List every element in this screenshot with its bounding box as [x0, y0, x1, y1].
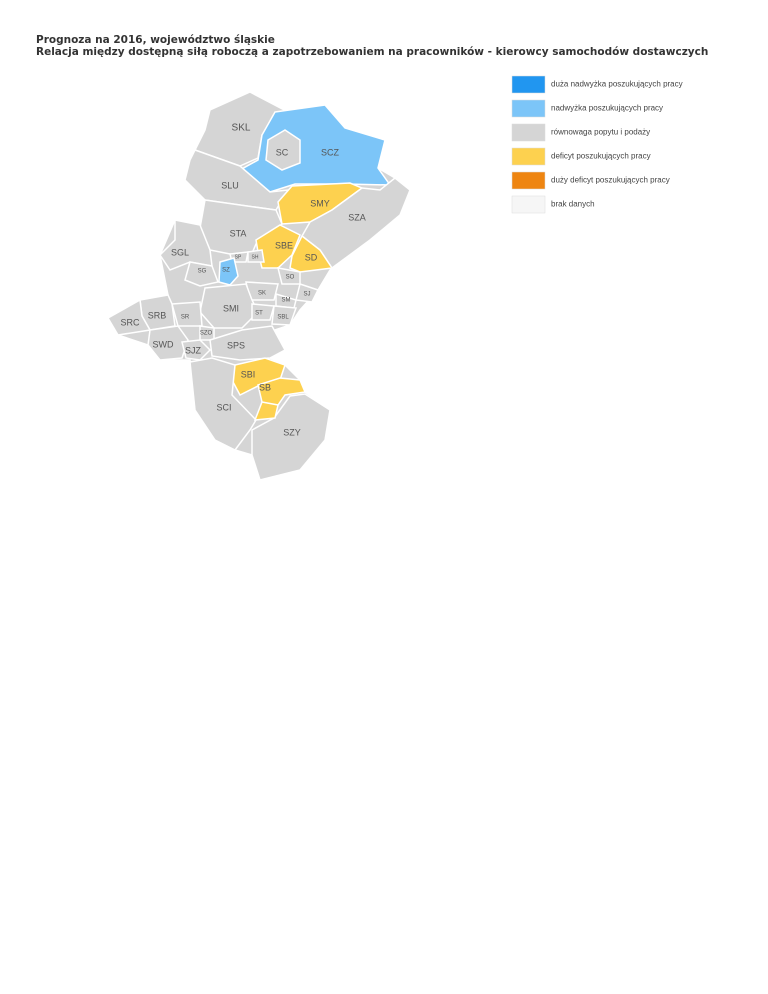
region-label: SO [286, 275, 295, 281]
region-label: SLU [221, 180, 239, 190]
legend-swatch [511, 75, 546, 94]
region [301, 177, 411, 270]
legend-label: brak danych [551, 200, 595, 209]
region-label: SB [259, 382, 271, 392]
region-label: SBL [277, 315, 289, 321]
region [189, 357, 257, 451]
legend-swatch [511, 123, 546, 142]
region [209, 325, 287, 361]
region-label: SZY [283, 427, 301, 437]
region-label: SZO [200, 331, 213, 337]
legend-label: duża nadwyżka poszukujących pracy [551, 80, 683, 89]
region-label: SJZ [185, 345, 202, 355]
region-label: SKL [232, 123, 251, 134]
region-label: SZ [222, 268, 230, 274]
region-label: SRB [148, 310, 167, 320]
region-label: SBE [275, 240, 293, 250]
legend-label: deficyt poszukujących pracy [551, 152, 651, 161]
legend-swatch [511, 171, 546, 190]
region-label: SR [181, 315, 190, 321]
region [247, 249, 265, 263]
region [265, 129, 301, 171]
region [253, 401, 279, 421]
map-title: Prognoza na 2016, województwo śląskie [36, 34, 275, 46]
region [106, 298, 152, 336]
legend-label: równowaga popytu i podaży [551, 128, 650, 137]
region-label: SC [276, 147, 289, 157]
region [218, 257, 239, 286]
region-label: SM [282, 298, 291, 304]
region-label: SZA [348, 212, 366, 222]
region-label: SCI [216, 402, 231, 412]
region [289, 234, 334, 273]
map-subtitle: Relacja między dostępną siłą roboczą a z… [36, 46, 709, 58]
region-label: SBI [241, 369, 256, 379]
region [251, 303, 275, 321]
region [251, 393, 331, 481]
region-label: SG [198, 269, 207, 275]
region-label: SGL [171, 247, 189, 257]
region [184, 261, 220, 287]
region-label: SD [305, 252, 318, 262]
region-label: SMI [223, 303, 239, 313]
region-label: SRC [120, 317, 140, 327]
region-label: SP [235, 254, 242, 260]
region-label: STA [230, 228, 247, 238]
region-label: SPS [227, 340, 245, 350]
legend-swatch [511, 195, 546, 214]
region-label: SCZ [321, 147, 340, 157]
region-label: SMY [310, 198, 330, 208]
legend-label: duży deficyt poszukujących pracy [551, 176, 670, 185]
region [181, 339, 212, 361]
legend-label: nadwyżka poszukujących pracy [551, 104, 663, 113]
region-label: SH [252, 254, 259, 260]
region [295, 283, 320, 303]
region [199, 283, 259, 329]
legend-swatch [511, 99, 546, 118]
region [147, 325, 189, 361]
region-label: SJ [303, 292, 310, 298]
region [271, 305, 298, 326]
region-label: SWD [153, 339, 174, 349]
region-label: SK [258, 291, 266, 297]
region-label: ST [255, 311, 263, 317]
legend-swatch [511, 147, 546, 166]
